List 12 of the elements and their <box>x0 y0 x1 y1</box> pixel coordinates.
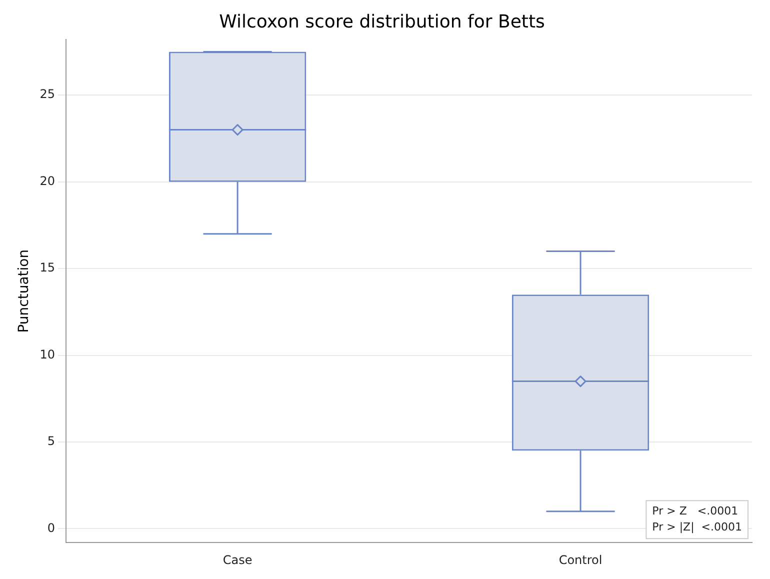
y-tick-label: 5 <box>47 434 56 448</box>
chart-title: Wilcoxon score distribution for Betts <box>219 11 545 32</box>
x-tick-label: Case <box>222 552 252 567</box>
y-tick-label: 0 <box>47 520 56 535</box>
annotation: Pr > |Z| <.0001 <box>652 520 742 534</box>
annotation: Pr > Z <.0001 <box>652 504 738 518</box>
y-tick-label: 25 <box>40 87 56 102</box>
y-tick-label: 20 <box>40 174 56 188</box>
x-tick-label: Control <box>558 552 602 567</box>
y-tick-label: 10 <box>40 347 56 362</box>
y-tick-label: 15 <box>40 260 56 275</box>
y-axis-title: Punctuation <box>16 249 32 333</box>
